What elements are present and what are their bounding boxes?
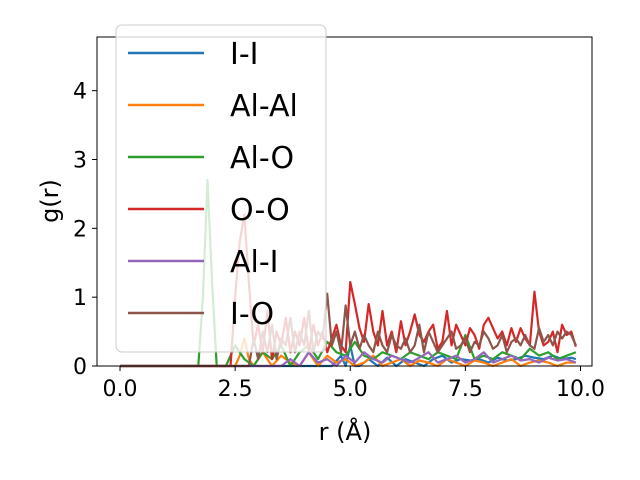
x-tick-label: 10.0 xyxy=(556,377,605,402)
legend-label: Al-O xyxy=(230,141,294,176)
y-tick-label: 1 xyxy=(73,286,87,311)
legend: I-I Al-Al Al-O O-O Al-I I-O xyxy=(115,24,327,353)
plot-frame xyxy=(96,36,593,367)
legend-label: Al-Al xyxy=(230,89,298,124)
legend-entries: I-I Al-Al Al-O O-O Al-I I-O xyxy=(128,37,298,332)
x-axis-label: r (Å) xyxy=(319,417,372,446)
x-tick-label: 2.5 xyxy=(218,377,253,402)
legend-box xyxy=(115,24,327,353)
legend-label: I-I xyxy=(230,37,259,72)
y-axis: 0 1 2 3 4 xyxy=(73,80,97,380)
legend-label: O-O xyxy=(230,193,290,228)
x-axis: 0.0 2.5 5.0 7.5 10.0 xyxy=(103,366,605,402)
series-line-al-i xyxy=(120,351,577,368)
y-tick-label: 0 xyxy=(73,355,87,380)
x-tick-label: 7.5 xyxy=(448,377,483,402)
y-axis-label: g(r) xyxy=(36,179,64,223)
y-tick-label: 3 xyxy=(73,149,87,174)
legend-label: Al-I xyxy=(230,245,279,280)
series-line-al-al xyxy=(120,337,576,368)
y-tick-label: 2 xyxy=(73,217,87,242)
legend-label: I-O xyxy=(230,297,274,332)
y-tick-label: 4 xyxy=(73,80,87,105)
x-tick-label: 0.0 xyxy=(103,377,138,402)
x-tick-label: 5.0 xyxy=(333,377,368,402)
